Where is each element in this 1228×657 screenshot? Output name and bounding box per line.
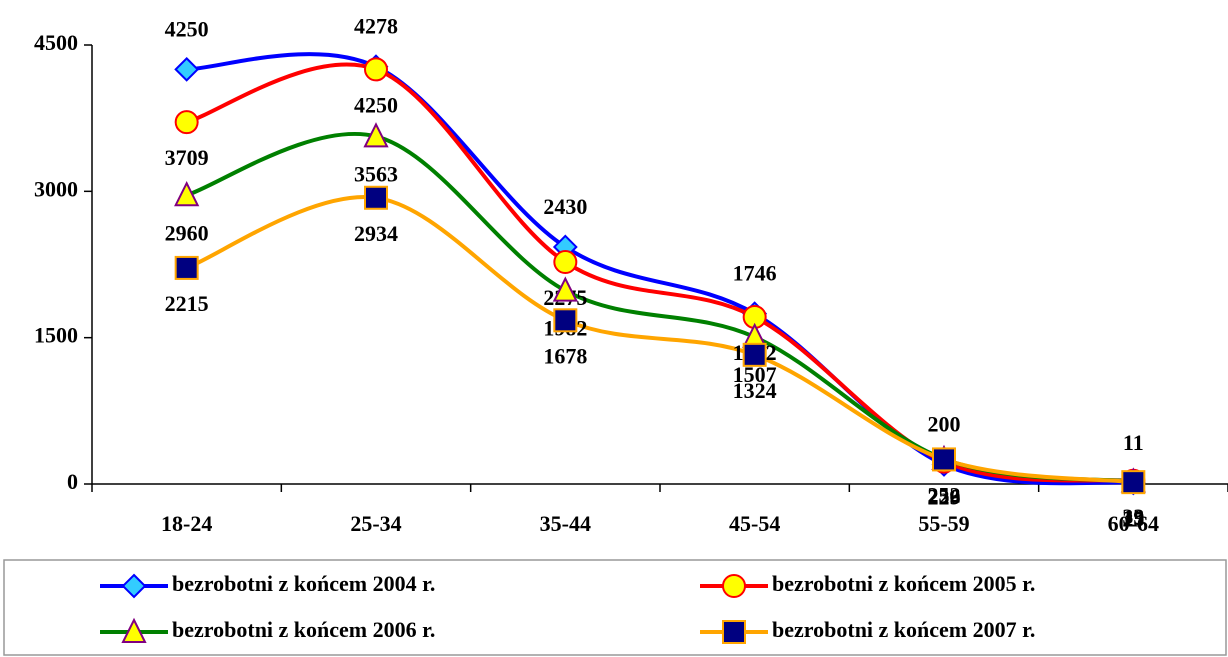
y-tick-label: 1500: [34, 323, 78, 348]
data-label: 1746: [733, 261, 777, 286]
data-label: 252: [928, 482, 961, 507]
marker: [364, 57, 388, 82]
marker: [121, 617, 147, 643]
legend-label: bezrobotni z końcem 2005 r.: [772, 571, 1035, 596]
data-label: 3709: [165, 145, 209, 170]
series-line: [185, 195, 1134, 485]
data-label: 11: [1123, 430, 1144, 455]
marker: [121, 573, 147, 599]
data-label: 2934: [354, 221, 398, 246]
data-label: 1324: [733, 378, 777, 403]
data-label: 4250: [354, 92, 398, 117]
x-tick-label: 45-54: [729, 511, 780, 536]
marker: [174, 255, 199, 280]
marker: [553, 308, 578, 333]
data-label: 229: [928, 485, 961, 510]
marker: [742, 342, 767, 367]
data-label: 2215: [165, 291, 209, 316]
marker: [174, 110, 199, 135]
data-label: 19: [1122, 505, 1144, 530]
marker: [722, 574, 746, 598]
marker: [363, 122, 389, 148]
legend-box: [3, 559, 1227, 656]
x-tick-label: 35-44: [540, 511, 591, 536]
data-label: 3563: [354, 161, 398, 186]
data-label: 33: [1122, 504, 1144, 529]
marker: [174, 56, 200, 82]
data-label: 4250: [165, 16, 209, 41]
data-label: 2960: [165, 220, 209, 245]
marker: [174, 180, 200, 207]
marker: [364, 185, 388, 210]
marker: [932, 447, 956, 472]
data-label: 256: [928, 484, 961, 509]
x-tick-label: 55-59: [918, 511, 969, 536]
y-tick-label: 0: [67, 469, 78, 494]
marker: [1121, 470, 1146, 495]
legend-label: bezrobotni z końcem 2007 r.: [772, 617, 1035, 642]
y-tick-label: 3000: [34, 176, 78, 201]
data-label: 4278: [354, 14, 398, 39]
marker: [552, 276, 578, 302]
y-tick-label: 4500: [34, 30, 78, 55]
marker: [553, 250, 578, 275]
series-line: [186, 132, 1134, 484]
series-line: [186, 52, 1134, 486]
x-tick-label: 18-24: [161, 511, 212, 536]
legend-label: bezrobotni z końcem 2004 r.: [172, 571, 435, 596]
marker: [722, 620, 746, 644]
data-label: 200: [928, 412, 961, 437]
x-tick-label: 25-34: [350, 511, 401, 536]
data-label: 1678: [543, 343, 587, 368]
data-label: 2430: [543, 194, 587, 219]
x-tick-label: 60-64: [1108, 511, 1159, 536]
series-line: [186, 62, 1134, 483]
data-label: 25: [1122, 507, 1144, 532]
legend-label: bezrobotni z końcem 2006 r.: [172, 617, 435, 642]
